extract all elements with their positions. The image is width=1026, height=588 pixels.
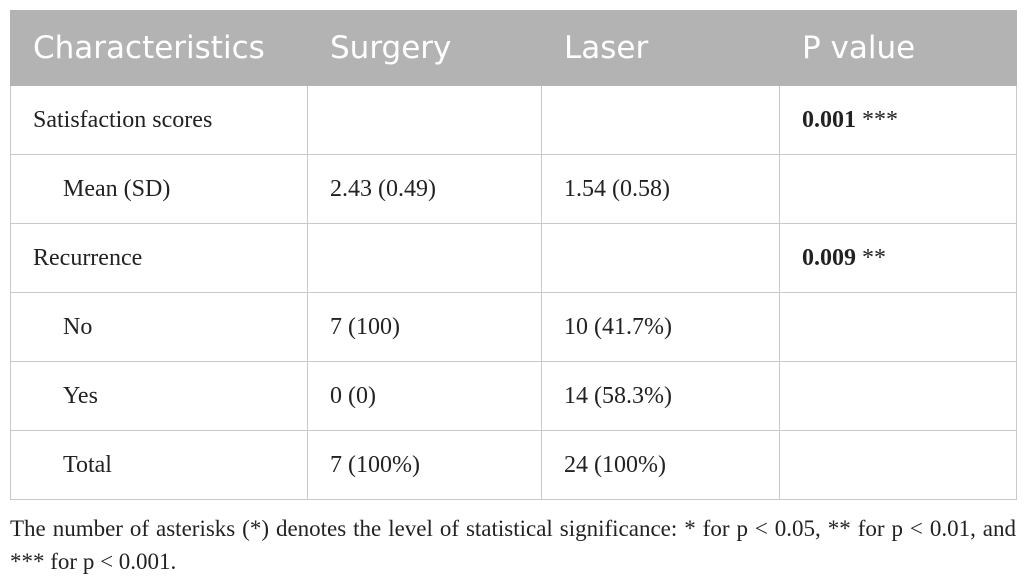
header-cell: Characteristics [10, 10, 308, 86]
header-cell: P value [779, 10, 1017, 86]
p-stars: *** [862, 106, 898, 133]
surgery-cell: 2.43 (0.49) [307, 154, 542, 224]
laser-cell: 24 (100%) [541, 430, 780, 500]
item-label: Yes [10, 361, 308, 431]
empty-cell [307, 85, 542, 155]
p-value-cell: 0.001 *** [779, 85, 1017, 155]
group-label: Recurrence [10, 223, 308, 293]
laser-cell: 10 (41.7%) [541, 292, 780, 362]
table-body: Satisfaction scores 0.001 *** Mean (SD) 2.4… [10, 85, 1017, 500]
surgery-cell: 7 (100%) [307, 430, 542, 500]
item-label: Mean (SD) [10, 154, 308, 224]
item-row: No 7 (100) 10 (41.7%) [10, 292, 1017, 362]
empty-cell [779, 361, 1017, 431]
header-cell: Laser [541, 10, 780, 86]
laser-cell: 14 (58.3%) [541, 361, 780, 431]
surgery-cell: 0 (0) [307, 361, 542, 431]
laser-cell: 1.54 (0.58) [541, 154, 780, 224]
footnote: The number of asterisks (*) denotes the … [10, 516, 1016, 574]
data-table: Characteristics Surgery Laser P value Sa… [10, 10, 1017, 500]
empty-cell [541, 85, 780, 155]
header-row: Characteristics Surgery Laser P value [10, 10, 1017, 86]
group-label: Satisfaction scores [10, 85, 308, 155]
p-value-cell: 0.009 ** [779, 223, 1017, 293]
item-row: Mean (SD) 2.43 (0.49) 1.54 (0.58) [10, 154, 1017, 224]
surgery-cell: 7 (100) [307, 292, 542, 362]
group-row: Satisfaction scores 0.001 *** [10, 85, 1017, 155]
p-value: 0.001 [802, 106, 856, 133]
p-stars: ** [862, 244, 886, 271]
item-row: Yes 0 (0) 14 (58.3%) [10, 361, 1017, 431]
header-cell: Surgery [307, 10, 542, 86]
empty-cell [307, 223, 542, 293]
empty-cell [779, 154, 1017, 224]
item-label: No [10, 292, 308, 362]
empty-cell [779, 292, 1017, 362]
empty-cell [779, 430, 1017, 500]
p-value: 0.009 [802, 244, 856, 271]
group-row: Recurrence 0.009 ** [10, 223, 1017, 293]
item-label: Total [10, 430, 308, 500]
item-row: Total 7 (100%) 24 (100%) [10, 430, 1017, 500]
empty-cell [541, 223, 780, 293]
